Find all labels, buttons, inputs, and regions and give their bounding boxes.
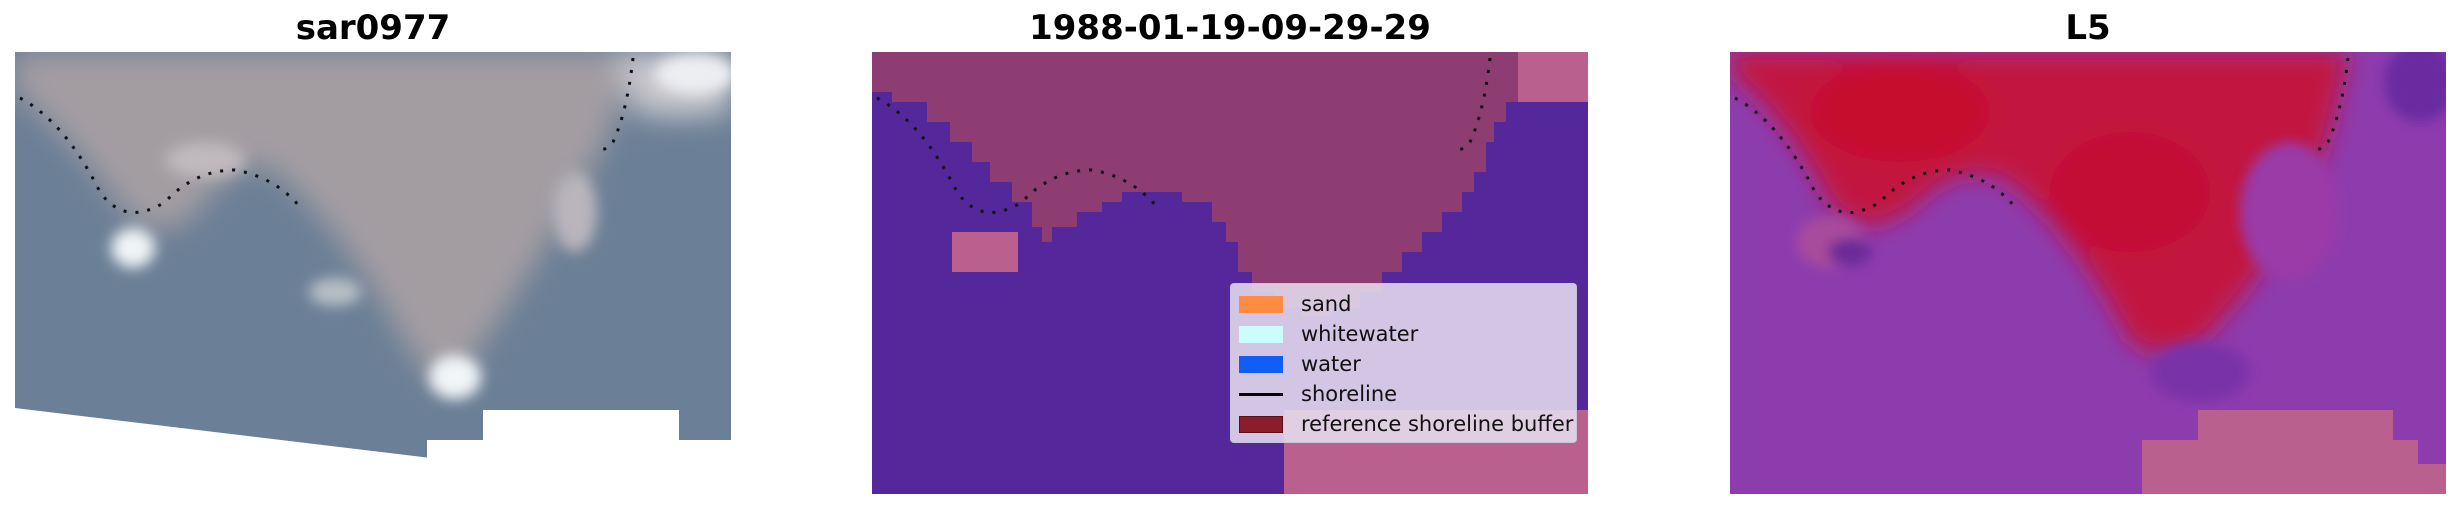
rgb-image — [15, 52, 731, 494]
legend-label-reference-buffer: reference shoreline buffer — [1301, 412, 1574, 436]
panel-title-date: 1988-01-19-09-29-29 — [1029, 8, 1431, 48]
legend: sand whitewater water shoreline referenc… — [1230, 283, 1577, 443]
shoreline-line-icon — [1239, 392, 1283, 396]
legend-label-shoreline: shoreline — [1301, 382, 1398, 406]
whitewater-swatch — [1239, 325, 1283, 343]
panel-title-rgb: sar0977 — [295, 8, 451, 48]
sand-swatch — [1239, 295, 1283, 313]
water-swatch — [1239, 355, 1283, 373]
legend-label-sand: sand — [1301, 292, 1352, 316]
legend-item-whitewater: whitewater — [1239, 319, 1568, 349]
classification-image — [872, 52, 1588, 494]
legend-item-reference-buffer: reference shoreline buffer — [1239, 409, 1573, 439]
panel-title-l5: L5 — [2065, 8, 2111, 48]
probability-image — [1730, 52, 2446, 494]
legend-item-sand: sand — [1239, 289, 1568, 319]
reference-buffer-swatch — [1239, 415, 1283, 433]
legend-item-water: water — [1239, 349, 1568, 379]
legend-label-water: water — [1301, 352, 1361, 376]
legend-label-whitewater: whitewater — [1301, 322, 1419, 346]
legend-item-shoreline: shoreline — [1239, 379, 1568, 409]
